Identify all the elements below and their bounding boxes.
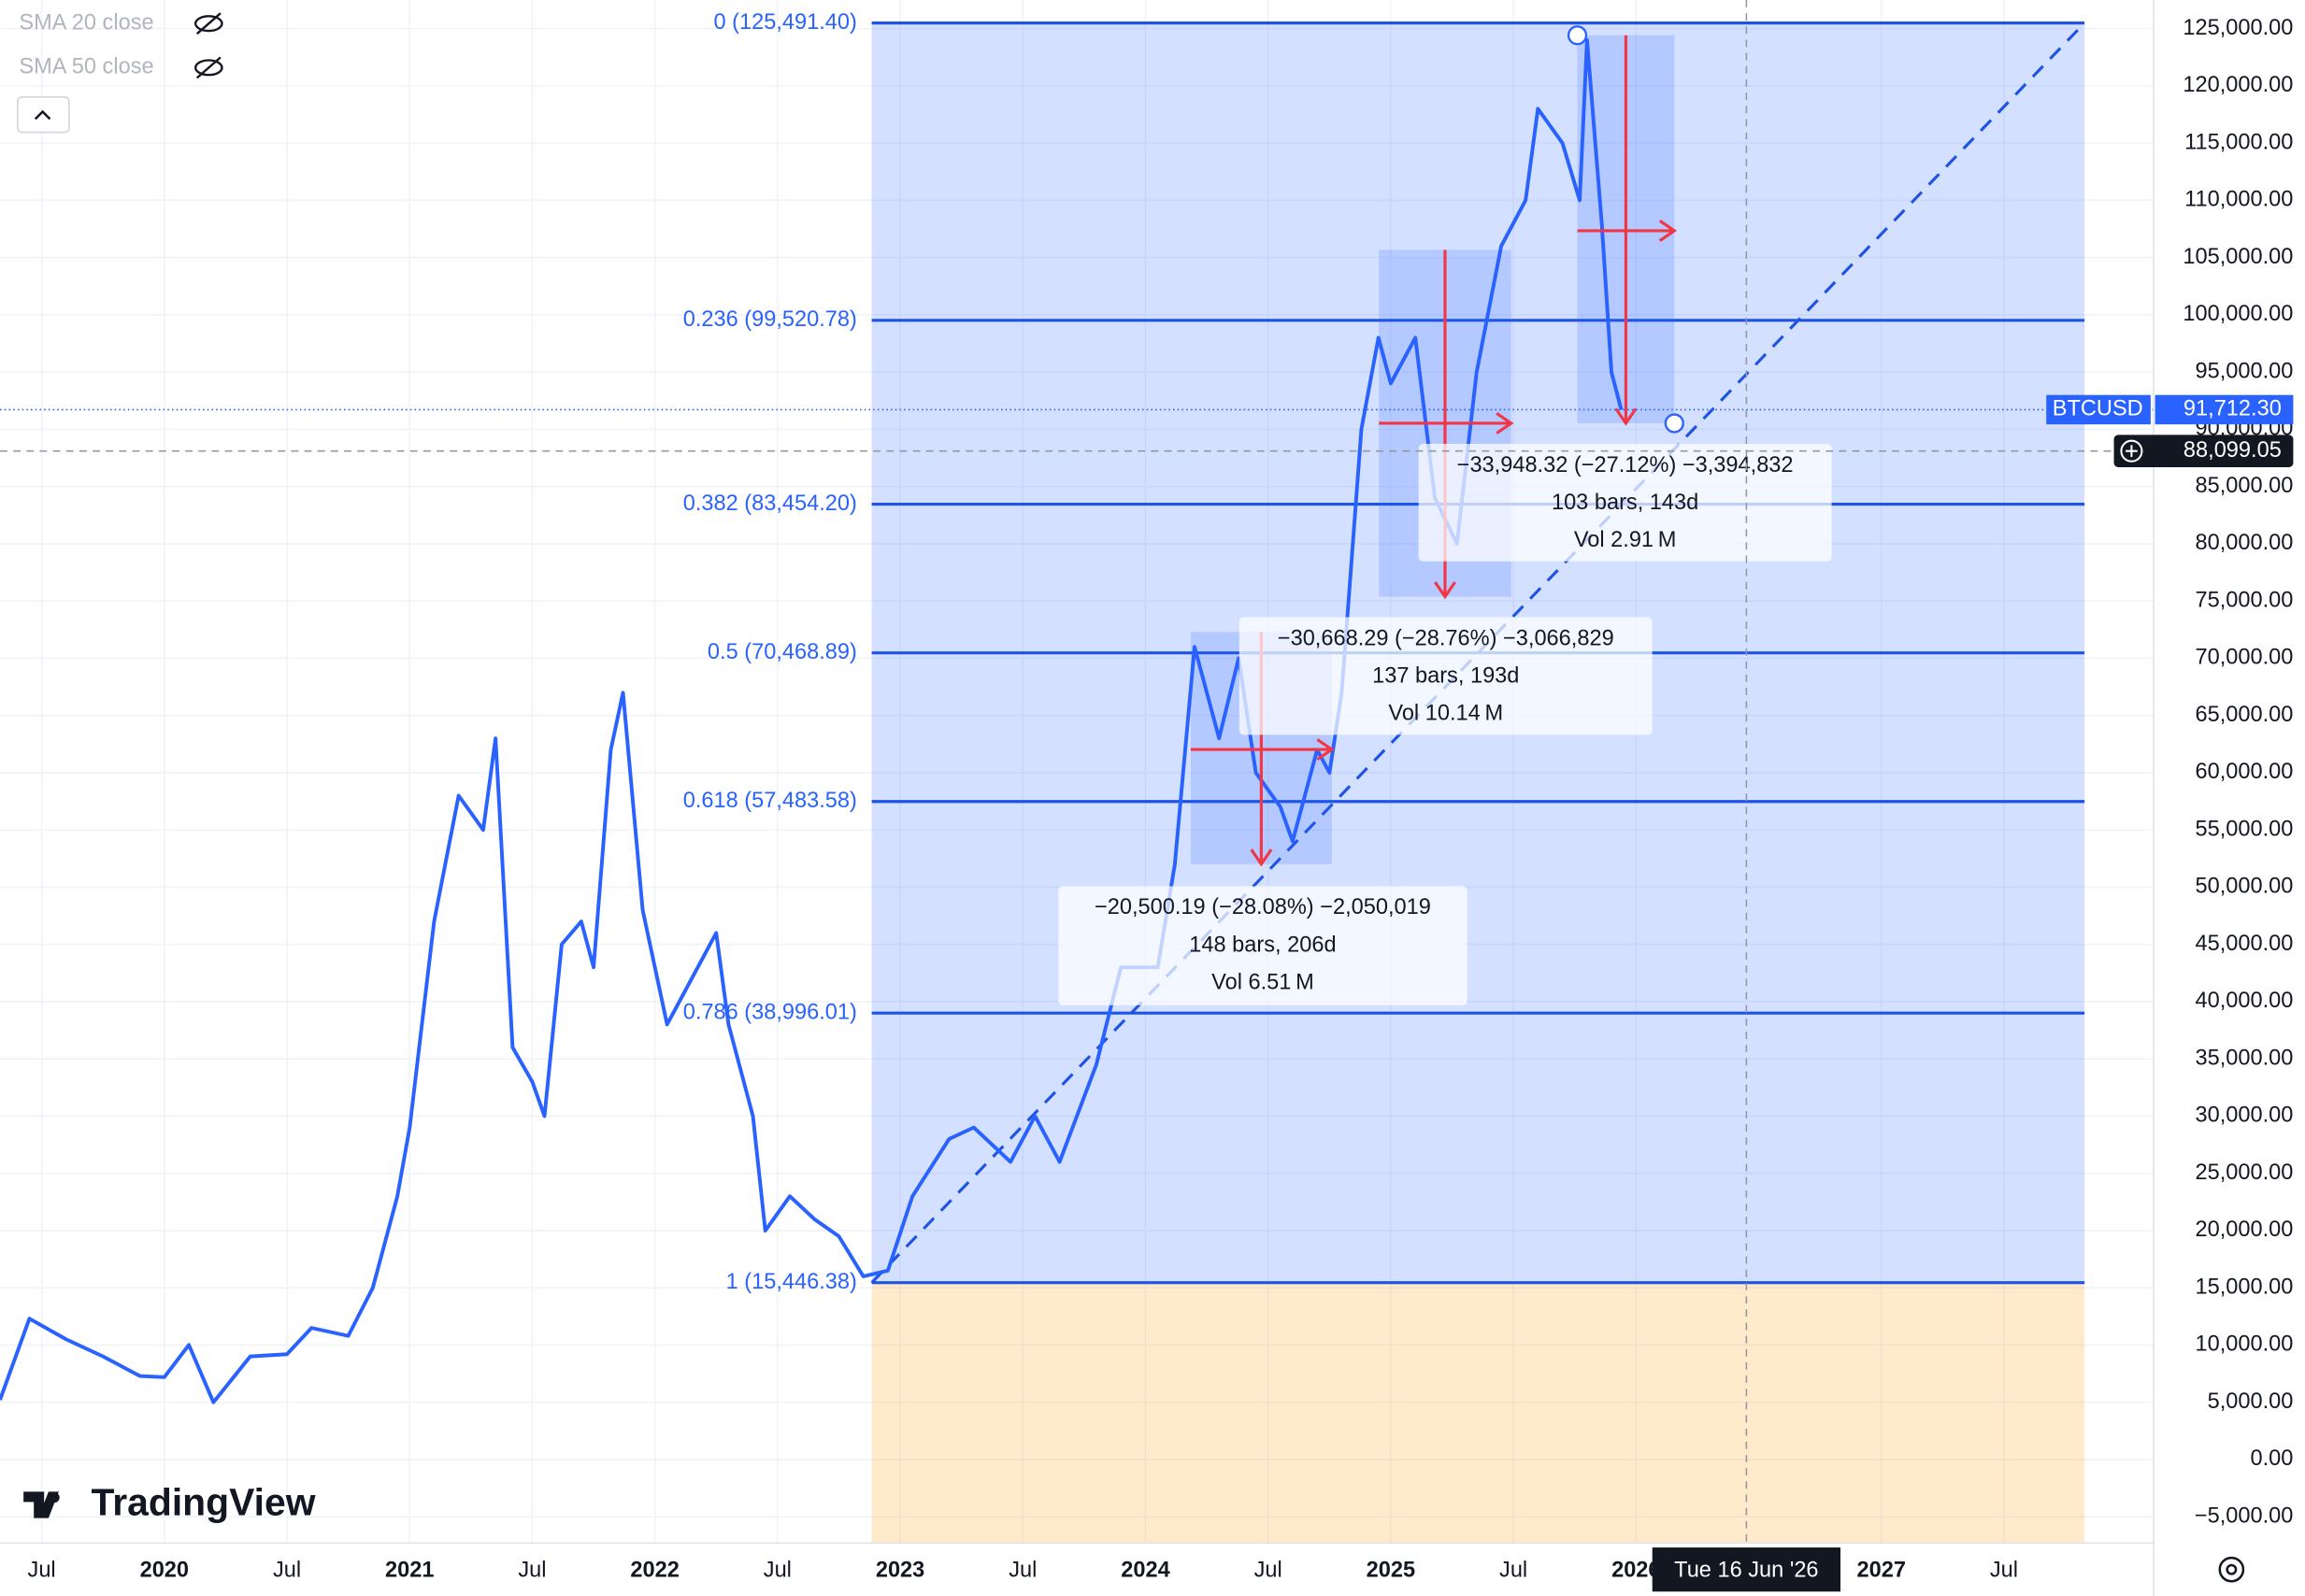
measure-text: −30,668.29 (−28.76%) −3,066,829 (1278, 625, 1614, 649)
arrow-head (1250, 848, 1273, 867)
x-tick-label: Jul (764, 1557, 792, 1581)
x-tick-label: 2020 (140, 1557, 189, 1581)
measure-box (1418, 443, 1832, 562)
settings-icon[interactable] (2218, 1556, 2245, 1583)
hidden-icons[interactable] (193, 12, 223, 79)
x-tick-label: Jul (28, 1557, 56, 1581)
measure-text: −33,948.32 (−27.12%) −3,394,832 (1457, 452, 1794, 477)
fib-label: 1 (15,446.38) (726, 1269, 857, 1293)
fib-label: 0.5 (70,468.89) (708, 639, 857, 663)
crosshair-date-badge (1652, 1547, 1841, 1592)
x-tick-label: Jul (1009, 1557, 1037, 1581)
crosshair-price-badge (2113, 435, 2294, 467)
y-tick-label: 0.00 (2251, 1446, 2294, 1470)
measure-text: Vol 6.51 M (1211, 969, 1314, 993)
arrow-head (1434, 581, 1456, 600)
legend-item: SMA 20 close (19, 9, 153, 34)
y-tick-label: 75,000.00 (2196, 587, 2294, 611)
price-badge (2155, 394, 2294, 425)
y-tick-label: 50,000.00 (2196, 874, 2294, 898)
y-tick-label: 30,000.00 (2196, 1103, 2294, 1127)
x-tick-label: Jul (518, 1557, 546, 1581)
fib-label: 0.382 (83,454.20) (683, 491, 857, 515)
fib-label: 0.786 (38,996.01) (683, 999, 857, 1023)
x-tick-label: Jul (273, 1557, 301, 1581)
y-tick-label: 15,000.00 (2196, 1274, 2294, 1298)
x-tick-label: 2024 (1121, 1557, 1169, 1581)
logo: TradingView (23, 1480, 316, 1523)
y-tick-label: 55,000.00 (2196, 816, 2294, 840)
legend-item: SMA 50 close (19, 54, 153, 78)
measure-box (1238, 617, 1653, 735)
overlays: −20,500.19 (−28.08%) −2,050,019 148 bars,… (0, 0, 2155, 1544)
measure-text: −20,500.19 (−28.08%) −2,050,019 (1095, 894, 1431, 919)
measure-box (1058, 886, 1467, 1005)
y-tick-label: 105,000.00 (2183, 244, 2293, 268)
brand: TradingView (92, 1480, 316, 1523)
arrow-head (1614, 407, 1638, 426)
y-tick-label: 85,000.00 (2196, 473, 2294, 497)
fibonacci: 0 (125,491.40) 0.236 (99,520.78) 0.382 (83… (683, 9, 2086, 1544)
symbol-badge (2046, 394, 2151, 425)
y-tick-label: 110,000.00 (2184, 187, 2293, 211)
arrow-head (1316, 738, 1335, 762)
add-icon-plus (2126, 445, 2138, 457)
y-tick-label: 100,000.00 (2183, 301, 2293, 325)
measure-text: 103 bars, 143d (1552, 490, 1698, 514)
price-line (0, 37, 1624, 1404)
crosshair-date: Tue 16 Jun '26 (1674, 1557, 1818, 1581)
x-tick-label: Jul (1990, 1557, 2018, 1581)
y-tick-label: 115,000.00 (2184, 129, 2293, 153)
anchor (1664, 413, 1684, 434)
x-tick-label: Jul (1499, 1557, 1527, 1581)
x-tick-label: 2023 (876, 1557, 924, 1581)
y-tick-label: 65,000.00 (2196, 702, 2294, 726)
y-tick-label: 25,000.00 (2196, 1160, 2294, 1184)
y-tick-label: 35,000.00 (2196, 1045, 2294, 1069)
measure-text: Vol 10.14 M (1388, 701, 1503, 725)
measure-text: 148 bars, 206d (1189, 932, 1336, 956)
add-icon (2120, 439, 2143, 463)
crosshair-price: 88,099.05 (2183, 437, 2282, 462)
y-tick-label: 95,000.00 (2196, 358, 2294, 382)
arrow-head (1496, 412, 1514, 435)
trend-line (870, 21, 2086, 1284)
y-tick-label: 10,000.00 (2196, 1332, 2294, 1356)
anchor (1567, 25, 1588, 46)
fib-extension (871, 1282, 2085, 1544)
collapse-button[interactable] (17, 96, 70, 134)
y-tick-label: 70,000.00 (2196, 645, 2294, 669)
x-tick-label: 2021 (385, 1557, 434, 1581)
y-tick-label: −5,000.00 (2195, 1503, 2294, 1527)
y-tick-label: 40,000.00 (2196, 988, 2294, 1012)
fib-label: 0.236 (99,520.78) (683, 306, 857, 331)
fib-label: 0.618 (57,483.58) (683, 788, 857, 812)
fib-label: 0 (125,491.40) (714, 9, 857, 34)
y-tick-label: 60,000.00 (2196, 759, 2294, 783)
x-tick-label: 2027 (1857, 1557, 1906, 1581)
price-label: 91,712.30 (2183, 396, 2282, 420)
y-tick-label: 45,000.00 (2196, 931, 2294, 955)
symbol-label: BTCUSD (2053, 396, 2143, 420)
x-tick-label: Jul (1254, 1557, 1282, 1581)
y-tick-label: 120,000.00 (2183, 72, 2293, 96)
y-tick-label: 20,000.00 (2196, 1217, 2294, 1241)
y-tick-label: 125,000.00 (2183, 15, 2293, 39)
measure-text: Vol 2.91 M (1574, 527, 1677, 551)
x-tick-label: 2025 (1367, 1557, 1415, 1581)
y-tick-label: 5,000.00 (2208, 1389, 2294, 1413)
arrow-head (1658, 219, 1678, 242)
x-tick-label: 2022 (630, 1557, 679, 1581)
measure-text: 137 bars, 193d (1372, 663, 1519, 687)
y-tick-label: 80,000.00 (2196, 530, 2294, 554)
plot (0, 37, 1624, 1404)
